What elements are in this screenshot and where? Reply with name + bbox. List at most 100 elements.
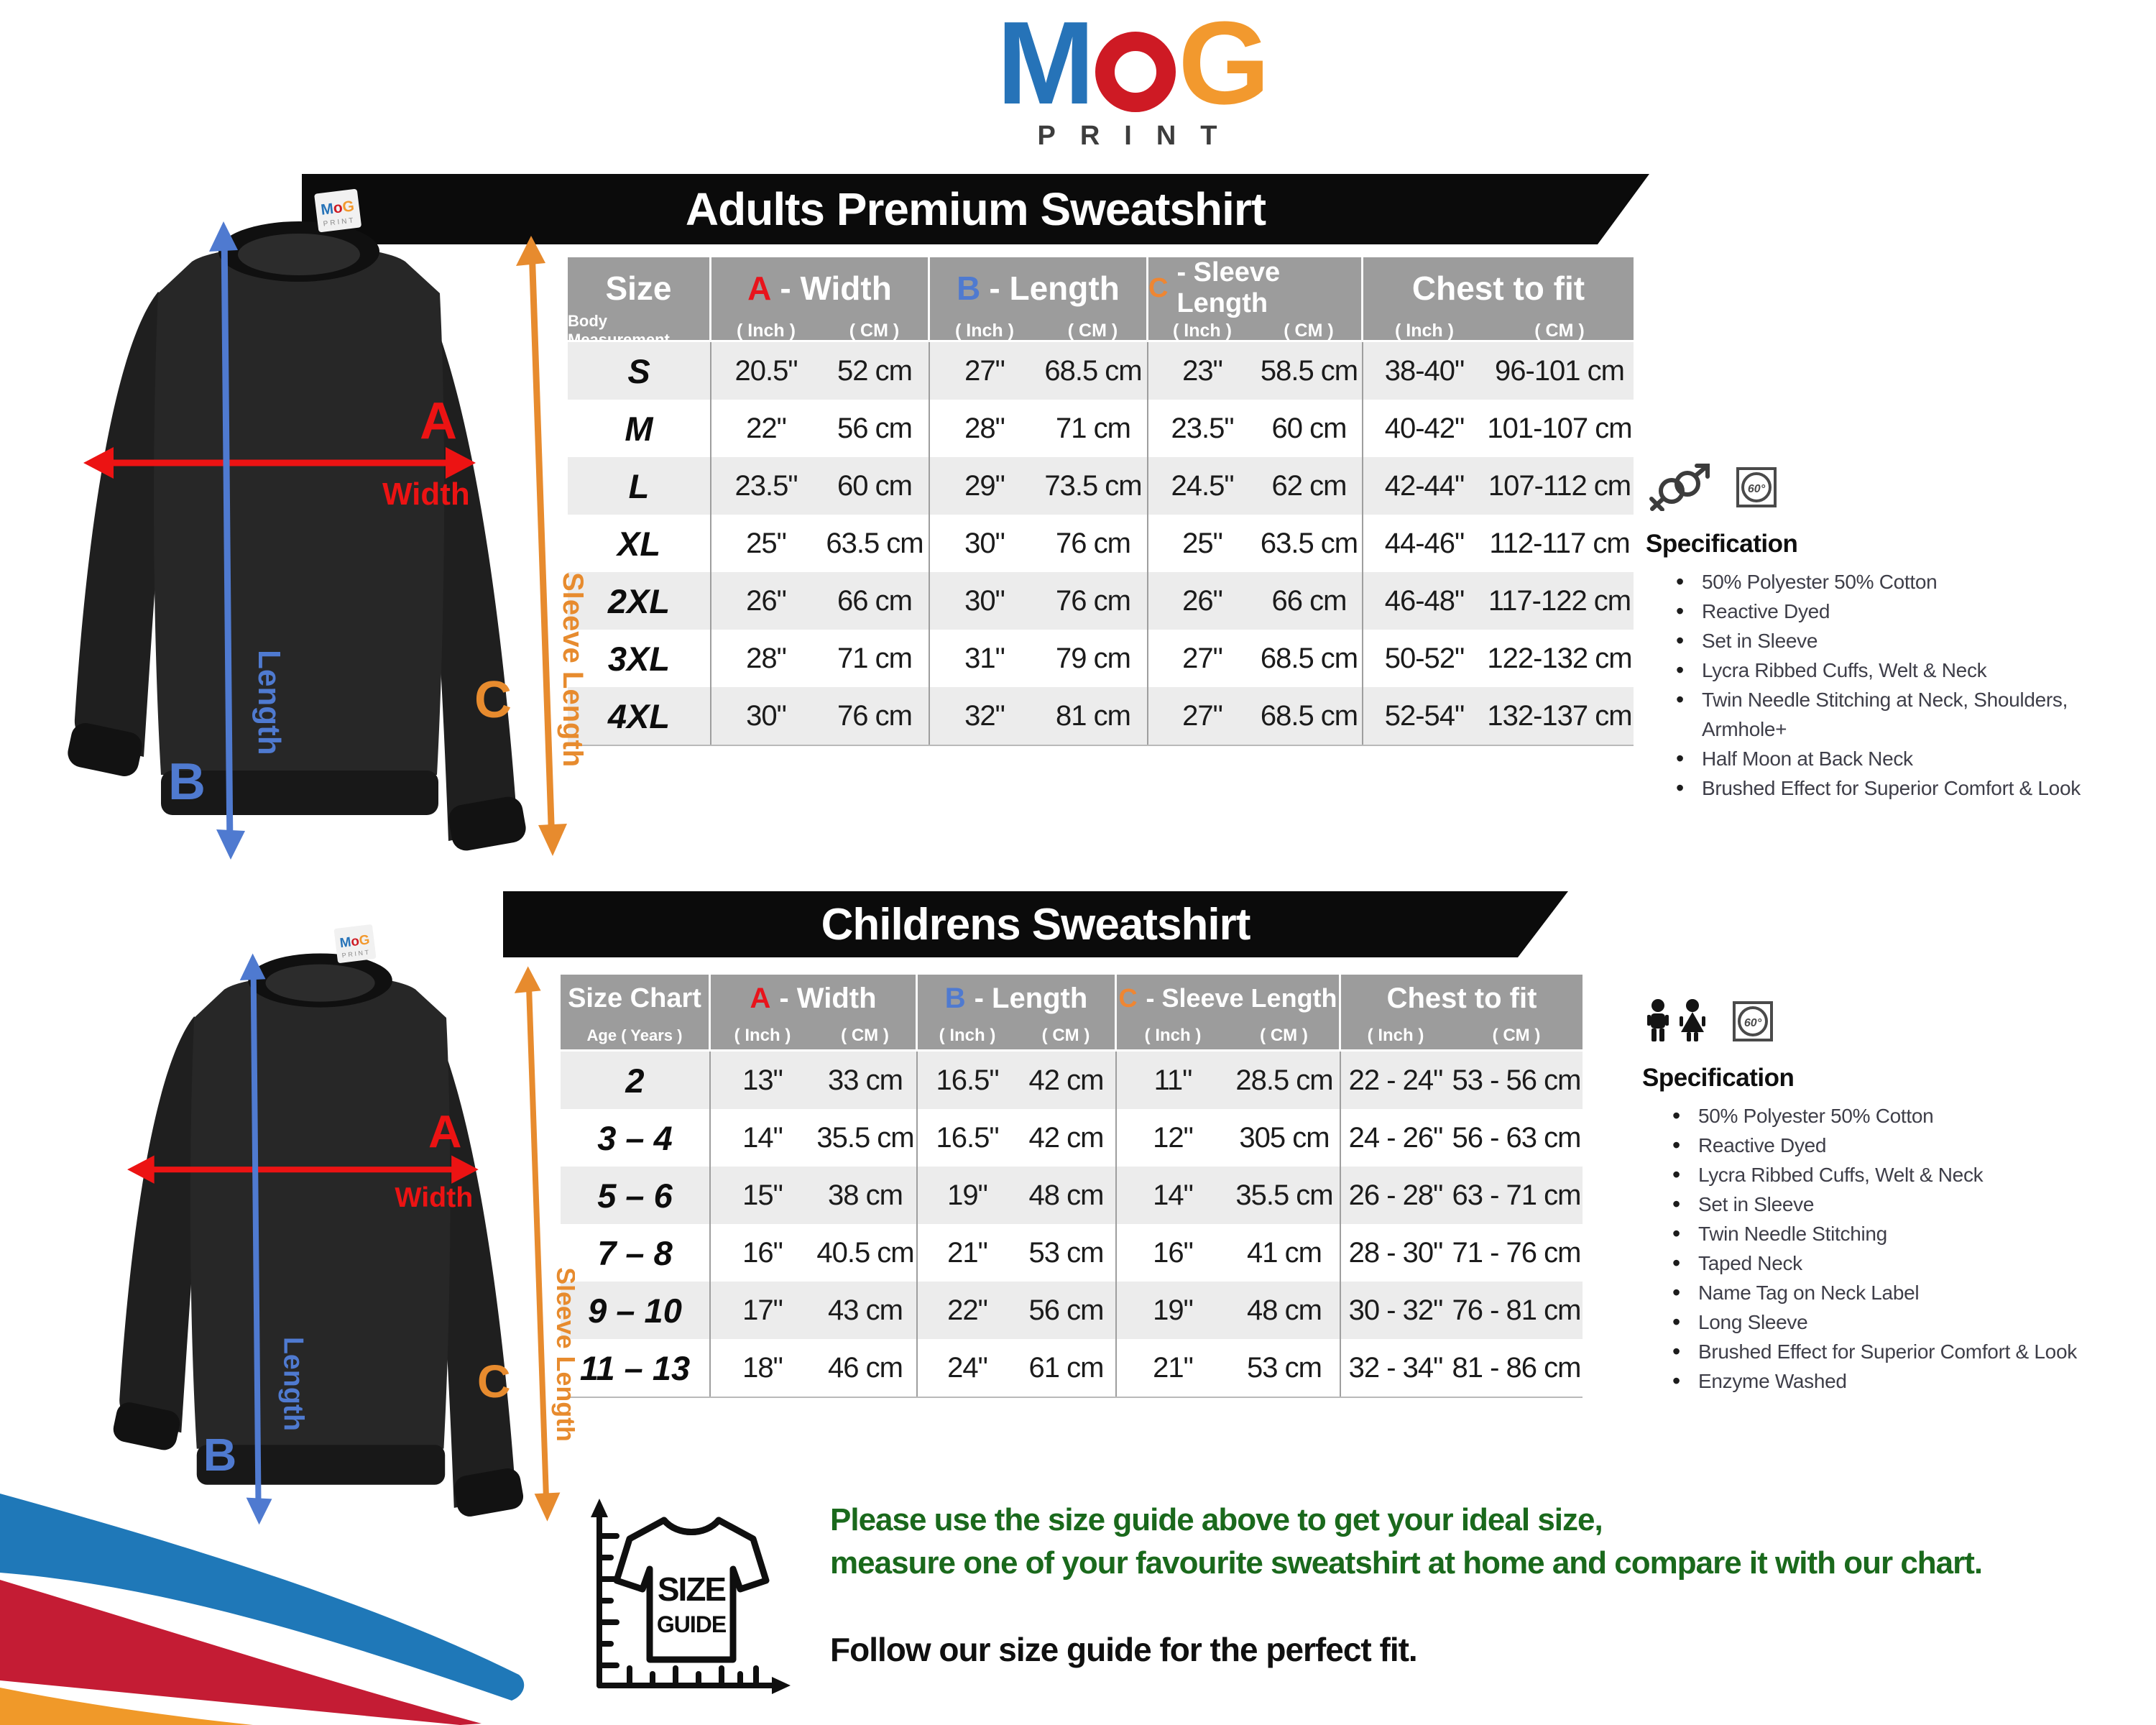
size-cell: 11 – 13 — [561, 1339, 711, 1397]
spec-item: Twin Needle Stitching — [1672, 1219, 2154, 1248]
arrowhead — [127, 1155, 155, 1184]
logo-letter-o-donut: o — [1095, 32, 1176, 112]
logo-letter-m: M — [996, 0, 1095, 129]
arrowhead — [446, 447, 476, 479]
label-width: Width — [382, 477, 470, 512]
children-header-sub-row: Age ( Years ) ( Inch ) ( CM ) ( Inch ) (… — [561, 1022, 1583, 1049]
adults-header-main-row: Size A- Width B- Length C- Sleeve Length… — [568, 257, 1634, 319]
spec-item: Taped Neck — [1672, 1248, 2154, 1278]
wash-temp-label: 60° — [1744, 1017, 1762, 1029]
table-row: 3XL 28" 71 cm 31" 79 cm 27" 68.5 cm 50-52" 1… — [568, 630, 1634, 687]
brush-strokes-decoration — [0, 1494, 525, 1725]
children-spec-list: 50% Polyester 50% Cotton Reactive Dyed L… — [1642, 1101, 2154, 1396]
wash-60-icon: 60° — [1733, 1001, 1773, 1041]
size-cell: 2XL — [568, 572, 711, 630]
size-guide-text-1: SIZE — [658, 1570, 726, 1608]
spec-item: Reactive Dyed — [1676, 597, 2149, 626]
arrowhead — [538, 824, 567, 856]
adult-sweatshirt-image: MoG PRINT A Width B Length C Sleeve Leng… — [68, 188, 584, 860]
adults-col-chest: Chest to fit — [1411, 270, 1585, 307]
children-col-a: A- Width — [711, 975, 918, 1022]
adults-table-body: S 20.5" 52 cm 27" 68.5 cm 23" 58.5 cm 38-40… — [568, 342, 1634, 746]
label-a: A — [428, 1106, 462, 1158]
spec-item: Long Sleeve — [1672, 1307, 2154, 1337]
adults-spec-list: 50% Polyester 50% Cotton Reactive Dyed S… — [1646, 567, 2149, 803]
size-guide-icon: SIZE GUIDE — [591, 1499, 791, 1694]
arrowhead — [514, 966, 541, 993]
gender-icon — [1649, 464, 1710, 511]
children-size-subheader: Age ( Years ) — [561, 1022, 711, 1049]
adults-spec-block: 60° Specification 50% Polyester 50% Cott… — [1646, 464, 2149, 803]
table-row: 3 – 4 14" 35.5 cm 16.5" 42 cm 12" 305 cm 24… — [561, 1109, 1583, 1167]
unit-inch: ( Inch ) — [955, 320, 1014, 341]
table-row: 2XL 26" 66 cm 30" 76 cm 26" 66 cm 46-48" 117… — [568, 572, 1634, 630]
brush-blue — [0, 1494, 525, 1701]
sweatshirt-graphic: MoG PRINT — [113, 924, 524, 1517]
spec-item: Lycra Ribbed Cuffs, Welt & Neck — [1672, 1160, 2154, 1190]
unit-inch: ( Inch ) — [1144, 1026, 1202, 1045]
unit-inch: ( Inch ) — [737, 320, 796, 341]
spec-item: Set in Sleeve — [1672, 1190, 2154, 1219]
footer-green-line-2: measure one of your favourite sweatshirt… — [830, 1545, 1983, 1581]
adults-col-size: Size — [568, 257, 711, 319]
logo-print-text: PRINT — [1037, 121, 1242, 151]
logo-word: M o G — [993, 4, 1273, 122]
spec-item: 50% Polyester 50% Cotton — [1676, 567, 2149, 597]
spec-item: Half Moon at Back Neck — [1676, 744, 2149, 773]
neck-label-print: PRINT — [341, 948, 371, 959]
unit-cm: ( CM ) — [1534, 320, 1585, 341]
unit-cm: ( CM ) — [821, 312, 930, 349]
label-sleeve-length: Sleeve Length — [551, 1267, 575, 1442]
table-row: 5 – 6 15" 38 cm 19" 48 cm 14" 35.5 cm 26 - … — [561, 1167, 1583, 1224]
table-row: XL 25" 63.5 cm 30" 76 cm 25" 63.5 cm 44-46"… — [568, 515, 1634, 572]
children-col-b: B- Length — [918, 975, 1117, 1022]
brush-red — [0, 1580, 482, 1725]
children-banner: Childrens Sweatshirt — [503, 891, 1568, 957]
spec-item: Brushed Effect for Superior Comfort & Lo… — [1672, 1337, 2154, 1366]
length-arrow — [221, 231, 234, 850]
adults-col-c: C- Sleeve Length — [1148, 257, 1363, 319]
wash-temp-label: 60° — [1748, 483, 1766, 495]
unit-cm: ( CM ) — [1017, 1022, 1117, 1049]
unit-inch: ( Inch ) — [1367, 1026, 1424, 1045]
sleeve-arrow — [525, 976, 550, 1512]
label-b: B — [203, 1429, 237, 1481]
adults-banner-title: Adults Premium Sweatshirt — [685, 183, 1266, 235]
spec-heading: Specification — [1642, 1064, 1795, 1092]
unit-cm: ( CM ) — [1492, 1026, 1541, 1045]
arrowhead — [516, 236, 545, 266]
mog-print-logo: M o G PRINT — [993, 4, 1273, 152]
unit-cm: ( CM ) — [1039, 312, 1148, 349]
measurement-arrows: A Width B Length C Sleeve Length — [127, 953, 575, 1525]
table-row: 7 – 8 16" 40.5 cm 21" 53 cm 16" 41 cm 28 - … — [561, 1224, 1583, 1282]
size-cell: M — [568, 400, 711, 457]
table-row: M 22" 56 cm 28" 71 cm 23.5" 60 cm 40-42" 101… — [568, 400, 1634, 457]
footer-note-line: Follow our size guide for the perfect fi… — [830, 1631, 1418, 1668]
table-row: 9 – 10 17" 43 cm 22" 56 cm 19" 48 cm 30 - 3… — [561, 1282, 1583, 1339]
table-row: 4XL 30" 76 cm 32" 81 cm 27" 68.5 cm 52-54" 1… — [568, 687, 1634, 745]
neck-label: MoG PRINT — [333, 924, 377, 963]
spec-item: Name Tag on Neck Label — [1672, 1278, 2154, 1307]
label-c: C — [477, 1356, 511, 1407]
label-b: B — [168, 753, 206, 811]
arrowhead — [216, 829, 245, 860]
arrowhead — [534, 1492, 561, 1522]
length-arrow — [250, 962, 262, 1516]
size-cell: 3XL — [568, 630, 711, 687]
size-cell: 9 – 10 — [561, 1282, 711, 1339]
arrowhead — [246, 1497, 272, 1525]
table-row: 2 13" 33 cm 16.5" 42 cm 11" 28.5 cm 22 - 24… — [561, 1052, 1583, 1109]
spec-item: Enzyme Washed — [1672, 1366, 2154, 1396]
spec-item: Twin Needle Stitching at Neck, Shoulders… — [1676, 685, 2149, 744]
sleeve-arrow — [528, 247, 556, 846]
size-cell: 3 – 4 — [561, 1109, 711, 1167]
size-cell: L — [568, 457, 711, 515]
spec-item: Lycra Ribbed Cuffs, Welt & Neck — [1676, 656, 2149, 685]
unit-inch: ( Inch ) — [734, 1026, 791, 1045]
spec-heading: Specification — [1646, 530, 1798, 558]
sweatshirt-graphic: MoG PRINT — [68, 188, 526, 851]
spec-item: Set in Sleeve — [1676, 626, 2149, 656]
label-width: Width — [395, 1182, 473, 1213]
size-cell: 7 – 8 — [561, 1224, 711, 1282]
neck-label: MoG PRINT — [314, 188, 361, 232]
